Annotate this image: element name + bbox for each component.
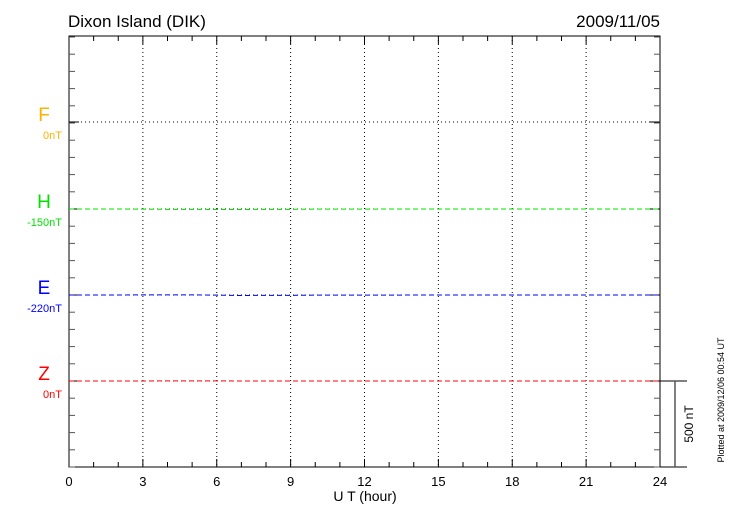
plotted-at-note: Plotted at 2009/12/06 00:54 UT: [716, 337, 726, 463]
x-tick-label: 18: [505, 474, 519, 489]
x-tick-label: 0: [65, 474, 72, 489]
x-tick-label: 21: [579, 474, 593, 489]
chart-title: Dixon Island (DIK): [68, 12, 206, 31]
x-tick-label: 12: [357, 474, 371, 489]
x-tick-label: 15: [431, 474, 445, 489]
series-baseline-label-F: 0nT: [43, 130, 62, 142]
series-label-H: H: [37, 192, 51, 213]
series-label-F: F: [38, 105, 50, 126]
scale-bar-label: 500 nT: [682, 405, 696, 443]
series-baseline-label-H: -150nT: [27, 217, 62, 229]
series-trace-H: [69, 208, 660, 211]
x-axis-label: U T (hour): [333, 488, 396, 504]
series-baseline-label-E: -220nT: [27, 303, 62, 315]
series-label-E: E: [38, 278, 51, 299]
series-trace-E: [69, 294, 660, 297]
x-tick-label: 6: [213, 474, 220, 489]
x-tick-label: 3: [139, 474, 146, 489]
x-tick-label: 24: [653, 474, 667, 489]
series-baseline-label-Z: 0nT: [43, 389, 62, 401]
series-label-Z: Z: [38, 364, 50, 385]
chart-date: 2009/11/05: [576, 12, 660, 31]
x-tick-label: 9: [287, 474, 294, 489]
